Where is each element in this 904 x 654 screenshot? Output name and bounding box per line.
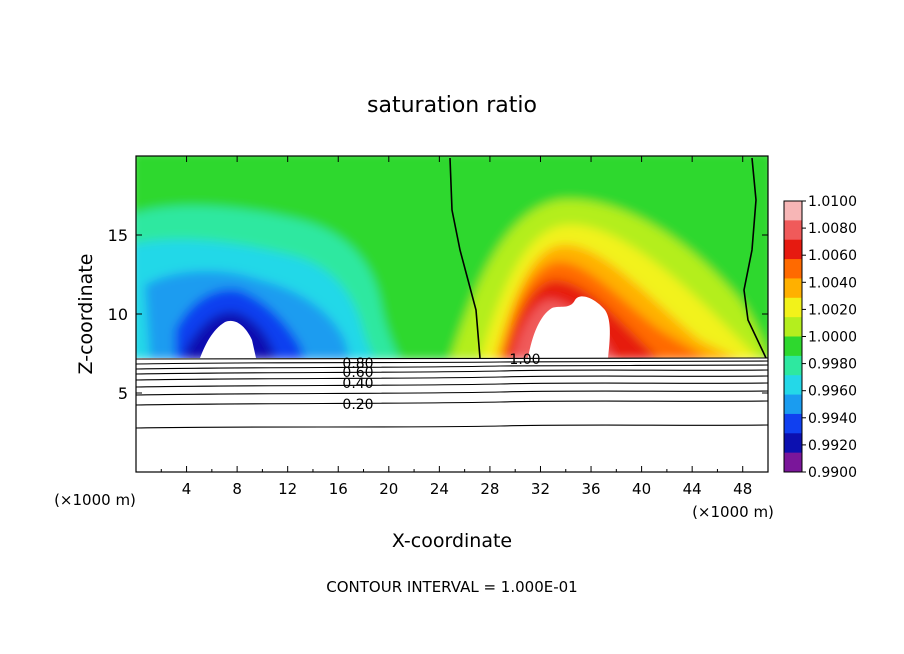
contour-interval-note: CONTOUR INTERVAL = 1.000E-01 <box>326 578 577 596</box>
heatmap-field <box>136 156 768 472</box>
x-tick-label: 4 <box>182 480 192 498</box>
colorbar-swatch <box>784 355 802 376</box>
y-axis-label: Z-coordinate <box>75 254 97 375</box>
colorbar-label: 1.0100 <box>808 194 857 210</box>
colorbar-swatch <box>784 375 802 396</box>
plot-area: 0.20 0.400.600.80 1.00 <box>135 155 769 473</box>
colorbar-swatch <box>784 317 802 337</box>
contour-label: 0.60 <box>342 365 373 381</box>
colorbar-swatch <box>784 201 802 221</box>
colorbar-label: 0.9920 <box>808 438 857 454</box>
contour-lines <box>135 357 769 429</box>
colorbar-swatch <box>784 297 802 318</box>
x-axis-label: X-coordinate <box>392 530 512 552</box>
y-tick-label: 5 <box>118 384 128 403</box>
colorbar-swatch <box>784 433 802 454</box>
colorbar-label: 0.9980 <box>808 357 857 373</box>
colorbar-label: 1.0080 <box>808 221 857 237</box>
x-tick-label: 16 <box>329 480 348 498</box>
colorbar-label: 1.0000 <box>808 330 857 346</box>
colorbar-swatch <box>784 336 802 357</box>
colorbar-label: 0.9960 <box>808 384 857 400</box>
colorbar-swatch <box>784 394 802 415</box>
contour-label: 0.80 <box>342 356 373 372</box>
colorbar-label: 1.0060 <box>808 248 857 264</box>
colorbar-swatch <box>784 259 802 279</box>
x-tick-label: 40 <box>632 480 651 498</box>
contour-label: 0.20 <box>342 397 373 413</box>
colorbar-swatch <box>784 220 802 241</box>
x-tick-label: 20 <box>379 480 398 498</box>
colorbar-swatch <box>784 239 802 260</box>
y-tick-label: 15 <box>108 226 128 245</box>
x-tick-label: 36 <box>581 480 600 498</box>
colorbar-swatch <box>784 452 802 473</box>
colorbar-label: 0.9940 <box>808 411 857 427</box>
colorbar: 1.0100 1.0080 1.0060 1.0040 1.0020 1.0000 0.99… <box>783 194 857 481</box>
x-tick-label: 28 <box>480 480 499 498</box>
colorbar-label: 1.0040 <box>808 275 857 291</box>
x-tick-label: 24 <box>430 480 449 498</box>
colorbar-label: 1.0020 <box>808 302 857 318</box>
x-unit-label: (×1000 m) <box>692 503 774 521</box>
x-tick-label: 44 <box>683 480 702 498</box>
contour-label: 0.40 <box>342 376 373 392</box>
contour-label: 1.00 <box>509 352 540 368</box>
chart-title: saturation ratio <box>367 93 537 118</box>
colorbar-label: 0.9900 <box>808 465 857 481</box>
colorbar-swatch <box>784 278 802 299</box>
x-tick-label: 8 <box>232 480 242 498</box>
x-tick-label: 12 <box>278 480 297 498</box>
y-tick-label: 10 <box>108 305 128 324</box>
x-tick-label: 48 <box>733 480 752 498</box>
x-tick-label: 32 <box>531 480 550 498</box>
y-unit-label: (×1000 m) <box>54 491 136 509</box>
colorbar-swatch <box>784 413 802 434</box>
